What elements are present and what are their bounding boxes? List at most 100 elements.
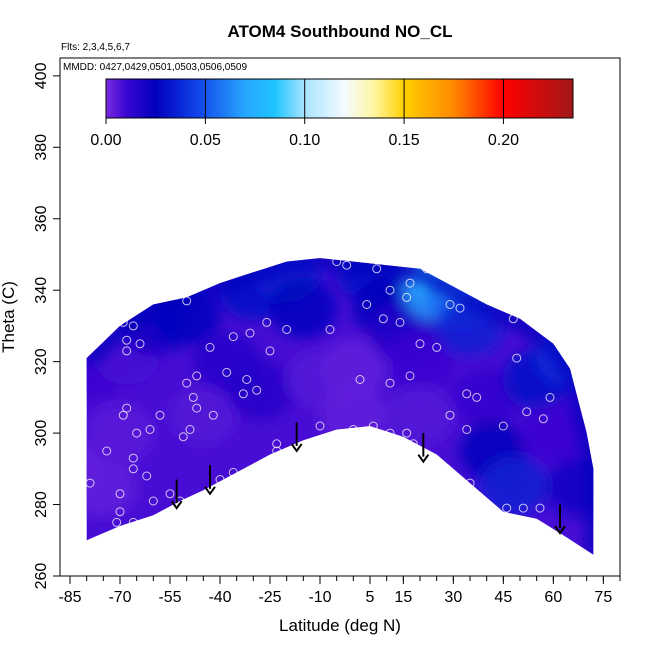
tropopause-arrow bbox=[170, 479, 183, 510]
band-segment bbox=[450, 284, 490, 315]
sample-point bbox=[472, 392, 482, 402]
band-segment bbox=[579, 435, 594, 475]
flights-note: Flts: 2,3,4,5,6,7 bbox=[61, 42, 130, 53]
field-cell bbox=[546, 456, 594, 517]
y-tick-label: 340 bbox=[33, 277, 50, 304]
band-segment bbox=[217, 269, 256, 294]
sample-point bbox=[415, 339, 425, 349]
colorbar-tick-label: 0.20 bbox=[488, 132, 519, 149]
sample-point bbox=[272, 446, 282, 456]
band-segment bbox=[483, 302, 523, 330]
sample-point bbox=[262, 317, 272, 327]
sample-point bbox=[122, 335, 132, 345]
sample-point bbox=[408, 439, 418, 449]
x-tick-label: -70 bbox=[108, 589, 131, 606]
sample-point bbox=[362, 300, 372, 309]
band-segment bbox=[285, 258, 321, 273]
sample-points bbox=[65, 257, 565, 527]
sample-point bbox=[342, 260, 352, 270]
sample-point bbox=[455, 303, 465, 313]
sample-point bbox=[128, 453, 138, 463]
field-cell bbox=[86, 403, 154, 464]
sample-point bbox=[215, 475, 225, 484]
colorbar-scale bbox=[105, 78, 574, 119]
band-segment bbox=[515, 317, 558, 354]
y-tick-label: 260 bbox=[33, 563, 50, 590]
sample-point bbox=[348, 425, 358, 434]
sample-point bbox=[142, 471, 152, 481]
sample-point bbox=[118, 410, 128, 420]
sample-point bbox=[272, 439, 282, 449]
y-axis: 260 280 300 320 340 360 380 400 bbox=[33, 62, 60, 589]
field-cell bbox=[86, 456, 138, 517]
sample-point bbox=[538, 414, 548, 424]
sample-point bbox=[145, 425, 155, 434]
plot-frame bbox=[59, 57, 621, 577]
sample-point bbox=[228, 332, 238, 342]
y-tick-label: 380 bbox=[33, 134, 50, 161]
y-axis-label: Theta (C) bbox=[0, 281, 18, 353]
dates-note: MMDD: 0427,0429,0501,0503,0506,0509 bbox=[63, 62, 247, 73]
sample-point bbox=[502, 503, 512, 513]
sample-point bbox=[112, 517, 122, 527]
sample-point bbox=[555, 328, 565, 338]
colorbar-tick-label: 0.10 bbox=[289, 132, 320, 149]
x-tick-label: 75 bbox=[594, 589, 612, 606]
field-cell bbox=[319, 385, 388, 446]
sample-point bbox=[395, 317, 405, 327]
field-cell bbox=[269, 278, 338, 339]
x-axis-label: Latitude (deg N) bbox=[279, 616, 401, 635]
sample-point bbox=[508, 314, 518, 324]
y-tick-label: 400 bbox=[33, 62, 50, 89]
sample-point bbox=[185, 425, 195, 434]
sample-point bbox=[238, 389, 248, 399]
colorbar-tick-label: 0.15 bbox=[389, 132, 420, 149]
sample-point bbox=[228, 467, 238, 477]
sample-point bbox=[545, 392, 555, 402]
band-segment bbox=[251, 258, 289, 284]
x-tick-label: -85 bbox=[58, 589, 81, 606]
sample-point bbox=[432, 342, 442, 352]
sample-point bbox=[282, 325, 292, 334]
field-cell bbox=[386, 331, 454, 392]
sample-point bbox=[242, 375, 252, 384]
arrow-head bbox=[290, 443, 303, 453]
sample-point bbox=[128, 321, 138, 331]
sample-point bbox=[368, 421, 378, 431]
sample-point bbox=[535, 503, 545, 513]
sample-point bbox=[405, 278, 415, 288]
sample-point bbox=[465, 478, 475, 488]
sample-point bbox=[385, 428, 395, 438]
sample-point bbox=[132, 428, 142, 438]
sample-point bbox=[85, 478, 95, 488]
sample-point bbox=[372, 264, 382, 274]
sample-point bbox=[442, 464, 452, 474]
sample-point bbox=[208, 410, 218, 420]
sample-point bbox=[325, 325, 335, 334]
sample-point bbox=[378, 314, 388, 324]
x-tick-label: 30 bbox=[444, 589, 462, 606]
sample-point bbox=[445, 300, 455, 309]
chart-title: ATOM4 Southbound NO_CL bbox=[227, 22, 452, 41]
field-cell bbox=[479, 456, 548, 517]
y-tick-label: 300 bbox=[33, 420, 50, 447]
y-tick-label: 320 bbox=[33, 348, 50, 375]
tropopause-arrow bbox=[554, 504, 566, 535]
sample-point bbox=[165, 489, 175, 499]
x-tick-label: -55 bbox=[158, 589, 181, 606]
band-segment bbox=[183, 280, 223, 308]
sample-point bbox=[445, 410, 455, 420]
band-segment bbox=[151, 294, 189, 316]
sample-point bbox=[205, 342, 215, 352]
sample-point bbox=[355, 375, 365, 384]
x-tick-label: 45 bbox=[494, 589, 512, 606]
arrow-head bbox=[170, 500, 183, 510]
sample-point bbox=[498, 421, 508, 431]
y-tick-label: 280 bbox=[33, 491, 50, 518]
sample-point bbox=[332, 257, 342, 267]
tropopause-arrow bbox=[417, 433, 430, 464]
sample-point bbox=[252, 385, 262, 395]
band-segment bbox=[86, 324, 125, 368]
x-tick-label: 60 bbox=[544, 589, 562, 606]
